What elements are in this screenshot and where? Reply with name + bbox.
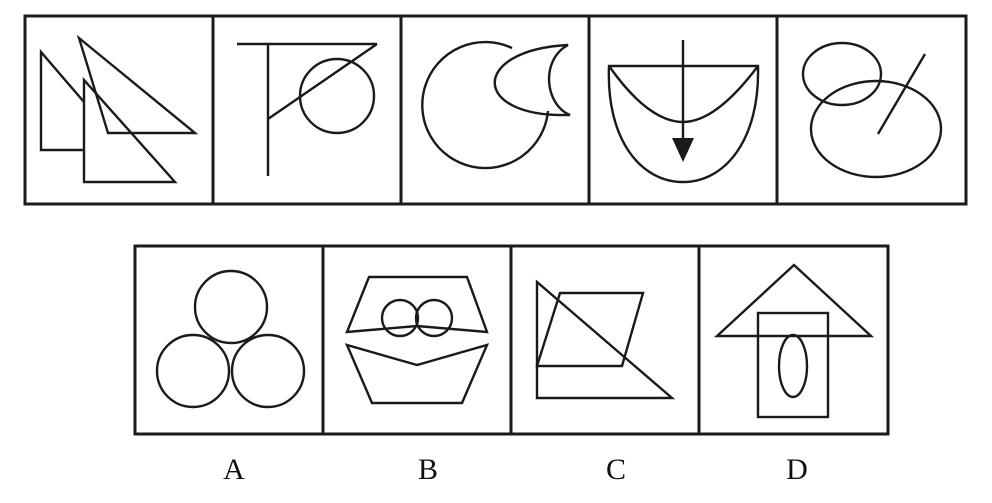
option-b-label[interactable]: B [417, 453, 438, 486]
option-c-figure[interactable] [535, 279, 676, 400]
options-row [133, 244, 890, 436]
top-triangle [76, 34, 199, 135]
roof-triangle [713, 263, 875, 338]
outer-bowl [607, 64, 760, 184]
option-a-figure[interactable] [155, 269, 306, 409]
parallelogram [535, 291, 645, 368]
large-circle-arc [421, 40, 550, 170]
option-c-label[interactable]: C [605, 453, 626, 486]
question-panel-5-figure [801, 41, 943, 179]
question-row-frame [23, 14, 968, 206]
lower-hexagon-half [344, 343, 490, 405]
door-rectangle [756, 311, 830, 419]
question-row [23, 14, 968, 206]
question-panel-1-figure [39, 34, 199, 184]
question-panel-4-figure [607, 40, 760, 184]
diagonal-line [267, 43, 378, 120]
right-triangle [535, 279, 676, 400]
oval [777, 333, 809, 399]
option-d-figure[interactable] [713, 263, 875, 419]
option-a-label[interactable]: A [223, 453, 245, 486]
front-triangle [82, 76, 178, 184]
left-small-circle [380, 298, 420, 338]
small-ellipse [801, 41, 883, 107]
crescent [493, 43, 571, 117]
arrow-head [672, 138, 694, 162]
option-b-figure[interactable] [344, 275, 490, 405]
right-circle [230, 333, 306, 409]
right-small-circle [414, 298, 454, 338]
question-panel-3-figure [421, 40, 571, 170]
circle [298, 57, 376, 135]
option-d-label[interactable]: D [786, 453, 808, 486]
large-ellipse [809, 79, 943, 179]
question-panel-2-figure [237, 42, 378, 176]
left-circle [155, 333, 231, 409]
back-triangle [39, 48, 85, 152]
top-circle [193, 269, 269, 345]
upper-hexagon-half [345, 275, 489, 334]
slash-line [876, 53, 927, 135]
